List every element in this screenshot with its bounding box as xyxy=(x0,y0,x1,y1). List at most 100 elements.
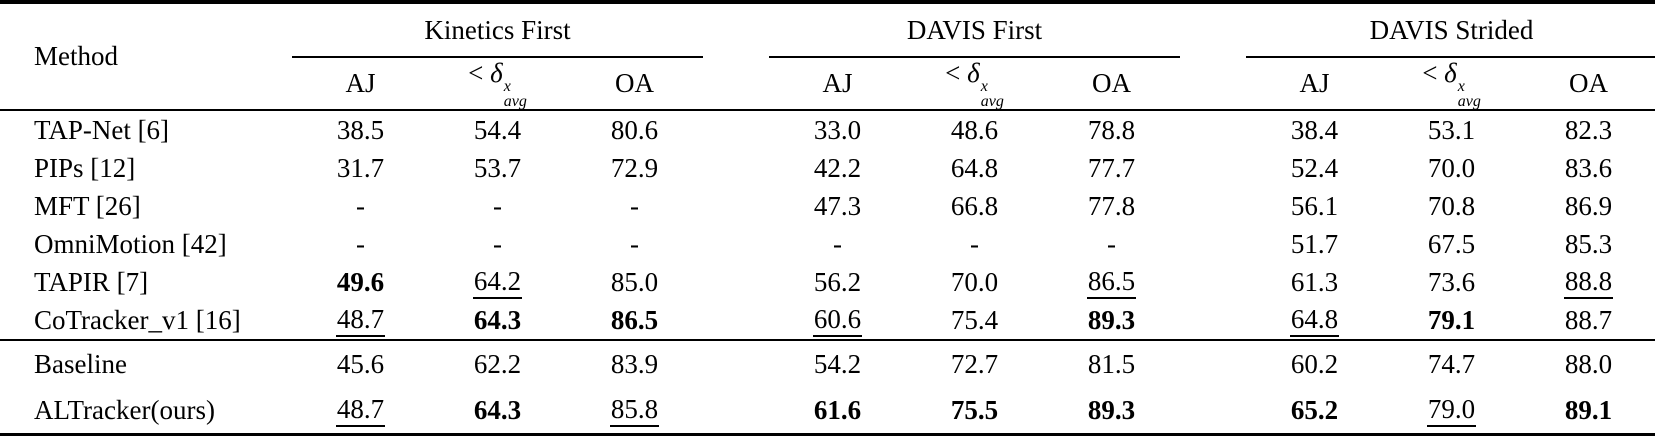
metric-cell: 42.2 xyxy=(769,149,906,187)
metric-cell: 60.2 xyxy=(1246,340,1383,387)
metric-value: - xyxy=(493,190,502,221)
metric-cell: 64.8 xyxy=(906,149,1043,187)
table-header: Method Kinetics First DAVIS First DAVIS … xyxy=(0,2,1655,111)
delta-subscript: avg xyxy=(1457,93,1481,111)
metric-cell: 61.3 xyxy=(1246,263,1383,301)
metric-cell: 64.2 xyxy=(429,263,566,301)
metric-cell: 51.7 xyxy=(1246,225,1383,263)
group-gap xyxy=(1180,2,1246,110)
column-header-aj: AJ xyxy=(1299,68,1330,99)
metric-value: 38.5 xyxy=(336,114,385,145)
delta-symbol: δ xyxy=(967,58,980,88)
table-row: TAP-Net [6] 38.5 54.4 80.6 33.0 48.6 78.8 38.4 5… xyxy=(0,110,1655,149)
metric-value: 52.4 xyxy=(1290,152,1339,183)
metric-cell: 64.8 xyxy=(1246,301,1383,340)
metric-value: - xyxy=(356,190,365,221)
delta-subscript: avg xyxy=(503,93,527,111)
metric-cell: 53.7 xyxy=(429,149,566,187)
group-gap xyxy=(1180,387,1246,435)
group-gap xyxy=(1180,340,1246,387)
delta-symbol: δ xyxy=(1444,58,1457,88)
metric-value: 80.6 xyxy=(610,114,659,145)
metric-cell: 67.5 xyxy=(1383,225,1520,263)
metric-cell: 83.6 xyxy=(1520,149,1655,187)
ours-methods-section: Baseline 45.6 62.2 83.9 54.2 72.7 81.5 60.2 74.7… xyxy=(0,340,1655,435)
metric-cell: 48.7 xyxy=(292,387,429,435)
less-than-sign: < xyxy=(945,58,961,88)
metric-cell: 72.7 xyxy=(906,340,1043,387)
method-cell: PIPs [12] xyxy=(34,152,136,183)
group-gap xyxy=(1180,149,1246,187)
metric-cell: 33.0 xyxy=(769,110,906,149)
column-header-method: Method xyxy=(34,41,118,72)
metric-cell: 75.5 xyxy=(906,387,1043,435)
metric-value: 86.9 xyxy=(1564,190,1613,221)
comparison-methods-section: TAP-Net [6] 38.5 54.4 80.6 33.0 48.6 78.8 38.4 5… xyxy=(0,110,1655,340)
metric-value: 85.3 xyxy=(1564,228,1613,259)
metric-value: 53.1 xyxy=(1427,114,1476,145)
metric-cell: 52.4 xyxy=(1246,149,1383,187)
metric-value: 64.8 xyxy=(950,152,999,183)
metric-cell: 89.1 xyxy=(1520,387,1655,435)
metric-cell: 47.3 xyxy=(769,187,906,225)
metric-value: 54.4 xyxy=(473,114,522,145)
metric-value: 75.5 xyxy=(950,394,999,425)
metric-cell: - xyxy=(429,225,566,263)
metric-value: 89.1 xyxy=(1564,394,1613,425)
metric-cell: 86.5 xyxy=(1043,263,1180,301)
metric-cell: 77.8 xyxy=(1043,187,1180,225)
metric-value: 47.3 xyxy=(813,190,862,221)
metric-value: 88.0 xyxy=(1564,348,1613,379)
metric-cell: - xyxy=(429,187,566,225)
method-cell: CoTracker_v1 [16] xyxy=(34,304,241,335)
metric-value: 75.4 xyxy=(950,304,999,335)
metric-value: - xyxy=(833,228,842,259)
metric-cell: 86.9 xyxy=(1520,187,1655,225)
metric-value: 49.6 xyxy=(336,266,385,297)
table-row: TAPIR [7] 49.6 64.2 85.0 56.2 70.0 86.5 61.3 73.… xyxy=(0,263,1655,301)
table-row: MFT [26] - - - 47.3 66.8 77.8 56.1 70.8 86.9 xyxy=(0,187,1655,225)
method-cell: TAP-Net [6] xyxy=(34,114,170,145)
metric-cell: 62.2 xyxy=(429,340,566,387)
metric-cell: 61.6 xyxy=(769,387,906,435)
metric-cell: - xyxy=(1043,225,1180,263)
metric-value: 77.8 xyxy=(1087,190,1136,221)
metric-value: 81.5 xyxy=(1087,348,1136,379)
metric-cell: 70.0 xyxy=(906,263,1043,301)
metric-value: 85.8 xyxy=(609,394,660,428)
metric-value: 33.0 xyxy=(813,114,862,145)
metric-value: 89.3 xyxy=(1087,394,1136,425)
delta-superscript: x xyxy=(1457,78,1465,95)
metric-value: - xyxy=(493,228,502,259)
group-gap xyxy=(1180,301,1246,340)
group-gap xyxy=(703,110,769,149)
method-cell: ALTracker(ours) xyxy=(34,394,215,425)
metric-value: 73.6 xyxy=(1427,266,1476,297)
metric-cell: 81.5 xyxy=(1043,340,1180,387)
metric-value: 60.6 xyxy=(812,304,863,338)
metric-cell: 89.3 xyxy=(1043,387,1180,435)
column-header-delta: < δ x avg xyxy=(906,57,1043,110)
metric-cell: 78.8 xyxy=(1043,110,1180,149)
metric-cell: 75.4 xyxy=(906,301,1043,340)
group-gap xyxy=(703,187,769,225)
metric-value: - xyxy=(1107,228,1116,259)
metric-cell: 85.0 xyxy=(566,263,703,301)
table-row: Baseline 45.6 62.2 83.9 54.2 72.7 81.5 60.2 74.7… xyxy=(0,340,1655,387)
metric-cell: 48.6 xyxy=(906,110,1043,149)
metric-value: 64.3 xyxy=(473,304,522,335)
group-gap xyxy=(1180,263,1246,301)
group-gap xyxy=(703,301,769,340)
metric-value: 86.5 xyxy=(610,304,659,335)
delta-subscript: avg xyxy=(980,93,1004,111)
column-header-delta: < δ x avg xyxy=(1383,57,1520,110)
metric-value: 31.7 xyxy=(336,152,385,183)
table-row: OmniMotion [42] - - - - - - 51.7 67.5 85.3 xyxy=(0,225,1655,263)
metric-value: 56.2 xyxy=(813,266,862,297)
metric-value: 72.9 xyxy=(610,152,659,183)
metric-cell: 89.3 xyxy=(1043,301,1180,340)
metric-cell: 80.6 xyxy=(566,110,703,149)
metric-value: 83.6 xyxy=(1564,152,1613,183)
table-row: CoTracker_v1 [16] 48.7 64.3 86.5 60.6 75.4 89.… xyxy=(0,301,1655,340)
metric-cell: - xyxy=(769,225,906,263)
